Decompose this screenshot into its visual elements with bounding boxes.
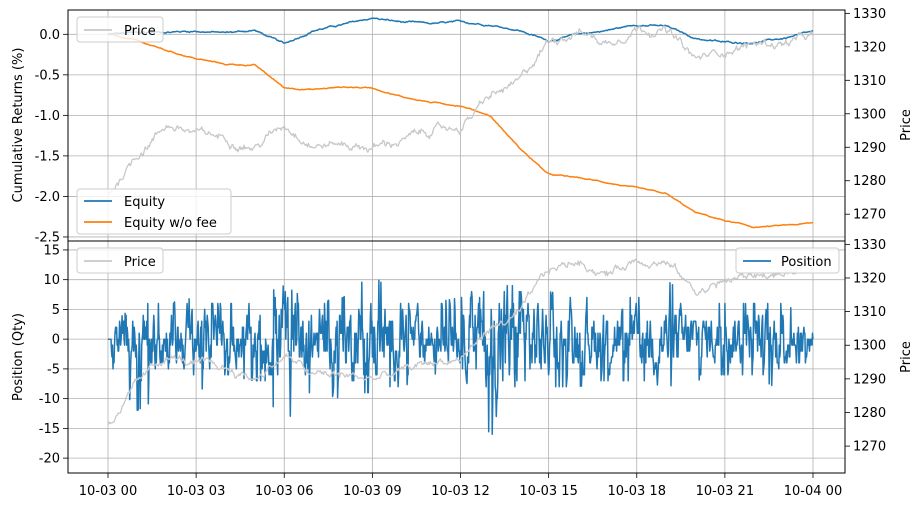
bottom-series-price xyxy=(107,258,814,426)
x-tick-label: 10-04 00 xyxy=(784,484,842,499)
bottom-y-tick-label: 0 xyxy=(52,333,60,348)
x-tick-label: 10-03 06 xyxy=(255,484,313,499)
top-series-price xyxy=(107,25,814,195)
top-y-tick-label: -2.5 xyxy=(35,230,60,245)
top-y-tick-label-right: 1300 xyxy=(853,107,886,122)
x-tick-label: 10-03 15 xyxy=(519,484,577,499)
x-tick-label: 10-03 03 xyxy=(167,484,225,499)
bottom-frame xyxy=(67,240,846,474)
bottom-legend-price: Price xyxy=(76,247,164,274)
top-y-tick-label: 0.0 xyxy=(39,28,60,43)
top-y-tick-label-right: 1310 xyxy=(853,74,886,89)
top-y-axis-label-right: Price xyxy=(899,109,914,141)
top-y-tick-label-right: 1270 xyxy=(853,208,886,223)
bottom-y-tick-label-right: 1280 xyxy=(853,406,886,421)
bottom-panel: 15 10 5 0 -5 -10 -15 -20 1330 1320 1310 1300 1290 12… xyxy=(11,238,914,499)
bottom-legend-position: Position xyxy=(735,247,840,274)
top-grid xyxy=(68,10,845,241)
bottom-legend-position-box xyxy=(735,247,840,274)
bottom-y-axis-label: Position (Qty) xyxy=(11,313,26,401)
bottom-y-tick-label-right: 1310 xyxy=(853,305,886,320)
bottom-y-axis-label-right: Price xyxy=(899,341,914,373)
top-legend-equity-label: Equity xyxy=(124,195,165,210)
bottom-y-ticks: 15 10 5 0 -5 -10 -15 -20 xyxy=(39,243,68,467)
bottom-y-tick-label: 5 xyxy=(52,303,60,318)
top-series-equity xyxy=(107,17,814,45)
top-y-tick-label-right: 1280 xyxy=(853,174,886,189)
top-y-tick-label-right: 1290 xyxy=(853,141,886,156)
top-lines xyxy=(107,17,814,229)
top-legend-price: Price xyxy=(76,16,164,43)
bottom-y-tick-label: 15 xyxy=(43,243,60,258)
bottom-lines xyxy=(107,258,814,436)
top-y-tick-label: -1.0 xyxy=(35,109,60,124)
bottom-y-tick-label: -10 xyxy=(39,392,60,407)
x-tick-label: 10-03 09 xyxy=(343,484,401,499)
bottom-y-tick-label-right: 1330 xyxy=(853,238,886,253)
bottom-legend-position-label: Position xyxy=(781,255,832,270)
top-y-tick-label-right: 1320 xyxy=(853,40,886,55)
top-y-tick-label: -0.5 xyxy=(35,68,60,83)
top-y-tick-label-right: 1330 xyxy=(853,7,886,22)
top-y-axis-label: Cumulative Returns (%) xyxy=(11,48,26,203)
bottom-y-tick-label-right: 1290 xyxy=(853,372,886,387)
top-y-ticks: 0.0 -0.5 -1.0 -1.5 -2.0 -2.5 xyxy=(35,28,68,245)
bottom-y-tick-label-right: 1270 xyxy=(853,440,886,455)
bottom-series-position xyxy=(107,279,814,436)
top-legend-price-box xyxy=(76,16,164,43)
x-tick-label: 10-03 21 xyxy=(696,484,754,499)
top-y-tick-label: -2.0 xyxy=(35,190,60,205)
top-panel: 0.0 -0.5 -1.0 -1.5 -2.0 -2.5 1330 1320 1310 1300… xyxy=(11,7,914,246)
bottom-y-tick-label: -20 xyxy=(39,452,60,467)
top-legend-equity-nofee-label: Equity w/o fee xyxy=(124,216,217,231)
top-legend-equity: Equity Equity w/o fee xyxy=(76,188,232,235)
bottom-x-ticks: 10-03 00 10-03 03 10-03 06 10-03 09 10-03 12… xyxy=(79,473,842,499)
bottom-legend-price-box xyxy=(76,247,164,274)
bottom-legend-price-label: Price xyxy=(124,255,156,270)
bottom-y-tick-label-right: 1320 xyxy=(853,271,886,286)
bottom-y-tick-label: -15 xyxy=(39,422,60,437)
top-legend-equity-box xyxy=(76,188,232,235)
top-y-ticks-right: 1330 1320 1310 1300 1290 1280 1270 xyxy=(845,7,886,223)
top-legend-price-label: Price xyxy=(124,24,156,39)
bottom-y-tick-label: 10 xyxy=(43,273,60,288)
x-tick-label: 10-03 00 xyxy=(79,484,137,499)
bottom-y-tick-label-right: 1300 xyxy=(853,339,886,354)
x-tick-label: 10-03 12 xyxy=(431,484,489,499)
top-series-equity-w-o-fee xyxy=(107,33,814,229)
x-tick-label: 10-03 18 xyxy=(608,484,666,499)
bottom-y-ticks-right: 1330 1320 1310 1300 1290 1280 1270 xyxy=(845,238,886,455)
top-y-tick-label: -1.5 xyxy=(35,149,60,164)
bottom-y-tick-label: -5 xyxy=(47,362,60,377)
